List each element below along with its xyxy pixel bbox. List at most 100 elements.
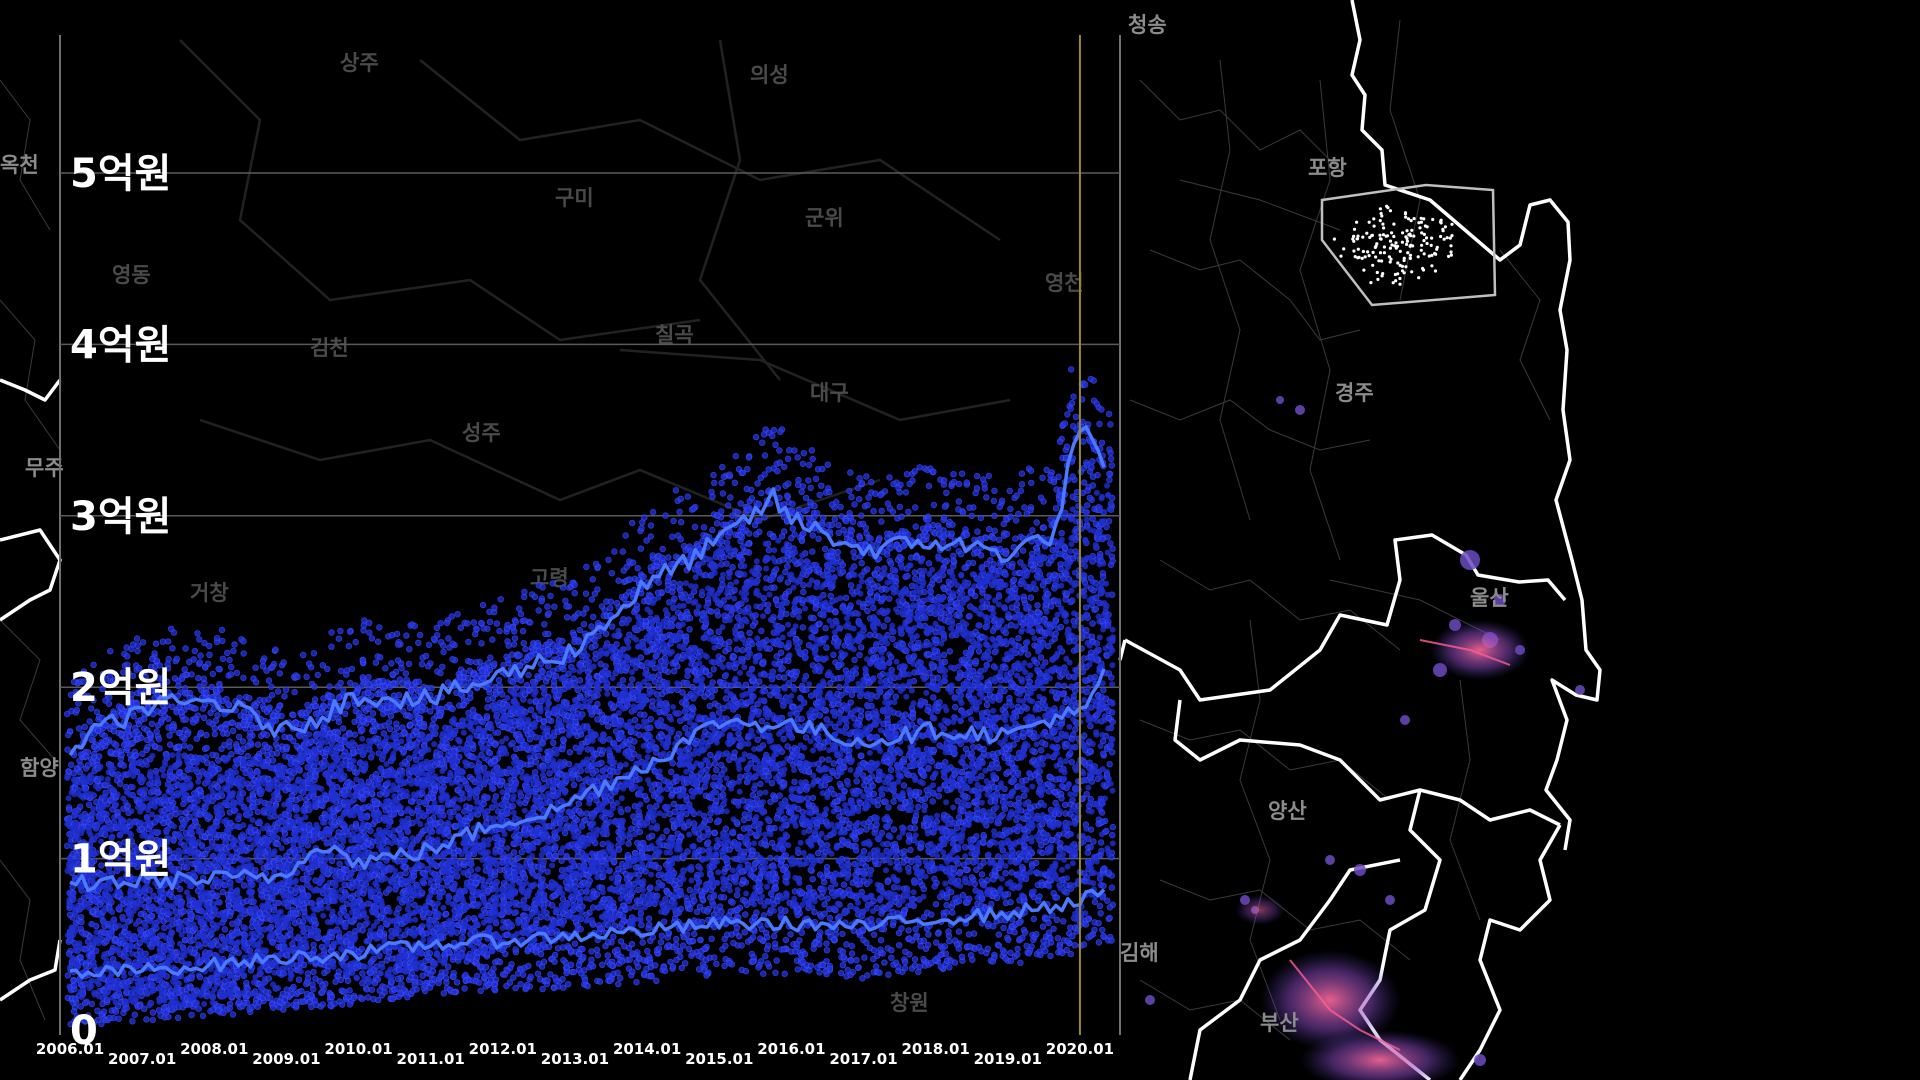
scatter-point <box>136 988 143 995</box>
scatter-point <box>263 731 270 739</box>
map-place-label: 구미 <box>555 186 594 210</box>
scatter-point <box>242 932 249 939</box>
scatter-point <box>102 895 109 902</box>
scatter-point <box>133 635 141 642</box>
scatter-point <box>64 972 72 979</box>
scatter-point <box>72 922 79 929</box>
scatter-point <box>291 688 298 696</box>
scatter-point <box>375 996 382 1004</box>
scatter-point <box>385 797 392 804</box>
scatter-point <box>377 903 384 910</box>
scatter-point <box>70 678 78 685</box>
scatter-point <box>226 1005 233 1012</box>
scatter-point <box>365 975 372 982</box>
scatter-point <box>95 935 102 942</box>
scatter-point <box>243 979 250 987</box>
scatter-point <box>317 766 324 772</box>
scatter-point <box>259 788 266 794</box>
scatter-point <box>240 650 247 657</box>
scatter-point <box>386 908 393 915</box>
scatter-point <box>372 659 380 666</box>
scatter-points <box>63 366 1116 1028</box>
scatter-point <box>161 996 168 1003</box>
scatter-point <box>364 994 372 1001</box>
scatter-point <box>257 938 264 945</box>
scatter-point <box>155 736 163 743</box>
scatter-point <box>113 772 120 779</box>
scatter-point <box>121 973 128 980</box>
scatter-point <box>64 932 71 939</box>
map-place-label: 김천 <box>310 336 349 360</box>
scatter-point <box>386 885 393 892</box>
scatter-point <box>182 645 189 652</box>
scatter-point <box>238 909 245 916</box>
scatter-point <box>337 976 345 984</box>
scatter-point <box>346 1001 354 1008</box>
scatter-point <box>77 988 84 995</box>
scatter-point <box>354 908 360 914</box>
scatter-point <box>300 905 307 912</box>
scatter-point <box>295 826 302 833</box>
scatter-point <box>76 791 83 798</box>
scatter-point <box>284 915 291 922</box>
scatter-point <box>317 732 324 738</box>
scatter-point <box>364 689 372 697</box>
scatter-point <box>352 820 360 827</box>
scatter-point <box>281 693 288 700</box>
scatter-point <box>82 779 89 786</box>
scatter-point <box>146 802 153 809</box>
scatter-point <box>310 755 317 761</box>
scatter-point <box>73 706 80 714</box>
scatter-point <box>168 929 175 936</box>
scatter-point <box>252 836 259 843</box>
scatter-point <box>339 725 347 732</box>
scatter-point <box>165 655 172 663</box>
scatter-point <box>362 963 369 970</box>
scatter-point <box>263 763 269 770</box>
scatter-point <box>256 818 263 825</box>
scatter-point <box>326 683 333 690</box>
map-place-label: 창원 <box>890 991 929 1015</box>
scatter-point <box>116 780 124 787</box>
scatter-point <box>363 914 370 921</box>
scatter-point <box>148 739 155 746</box>
scatter-point <box>368 986 376 993</box>
scatter-point <box>78 994 85 1001</box>
scatter-point <box>265 853 272 860</box>
scatter-point <box>72 912 79 919</box>
scatter-point <box>280 659 287 666</box>
scatter-point <box>290 841 297 848</box>
scatter-point <box>388 864 395 871</box>
scatter-point <box>228 751 235 758</box>
scatter-point <box>153 769 159 776</box>
scatter-point <box>257 797 264 804</box>
scatter-point <box>340 907 347 914</box>
scatter-point <box>94 822 101 829</box>
scatter-point <box>184 920 191 927</box>
scatter-point <box>290 983 297 991</box>
scatter-point <box>335 743 341 750</box>
scatter-point <box>374 976 382 983</box>
scatter-point <box>328 826 335 832</box>
map-place-label: 양산 <box>1268 799 1307 823</box>
scatter-point <box>292 910 299 917</box>
scatter-point <box>350 749 357 756</box>
scatter-point <box>211 725 218 732</box>
scatter-point <box>221 818 228 825</box>
map-place-label: 김해 <box>1120 941 1159 965</box>
scatter-point <box>98 775 105 782</box>
scatter-point <box>346 812 353 819</box>
scatter-point <box>147 769 154 775</box>
scatter-point <box>376 624 383 631</box>
scatter-point <box>388 955 396 962</box>
scatter-point <box>240 822 247 829</box>
scatter-point <box>130 907 137 914</box>
scatter-point <box>222 725 229 732</box>
scatter-point <box>244 743 252 750</box>
scatter-point <box>331 928 338 935</box>
scatter-point <box>228 972 235 979</box>
scatter-point <box>201 1001 208 1007</box>
scatter-point <box>240 882 248 889</box>
scatter-point <box>240 674 247 681</box>
scatter-point <box>195 1005 202 1012</box>
